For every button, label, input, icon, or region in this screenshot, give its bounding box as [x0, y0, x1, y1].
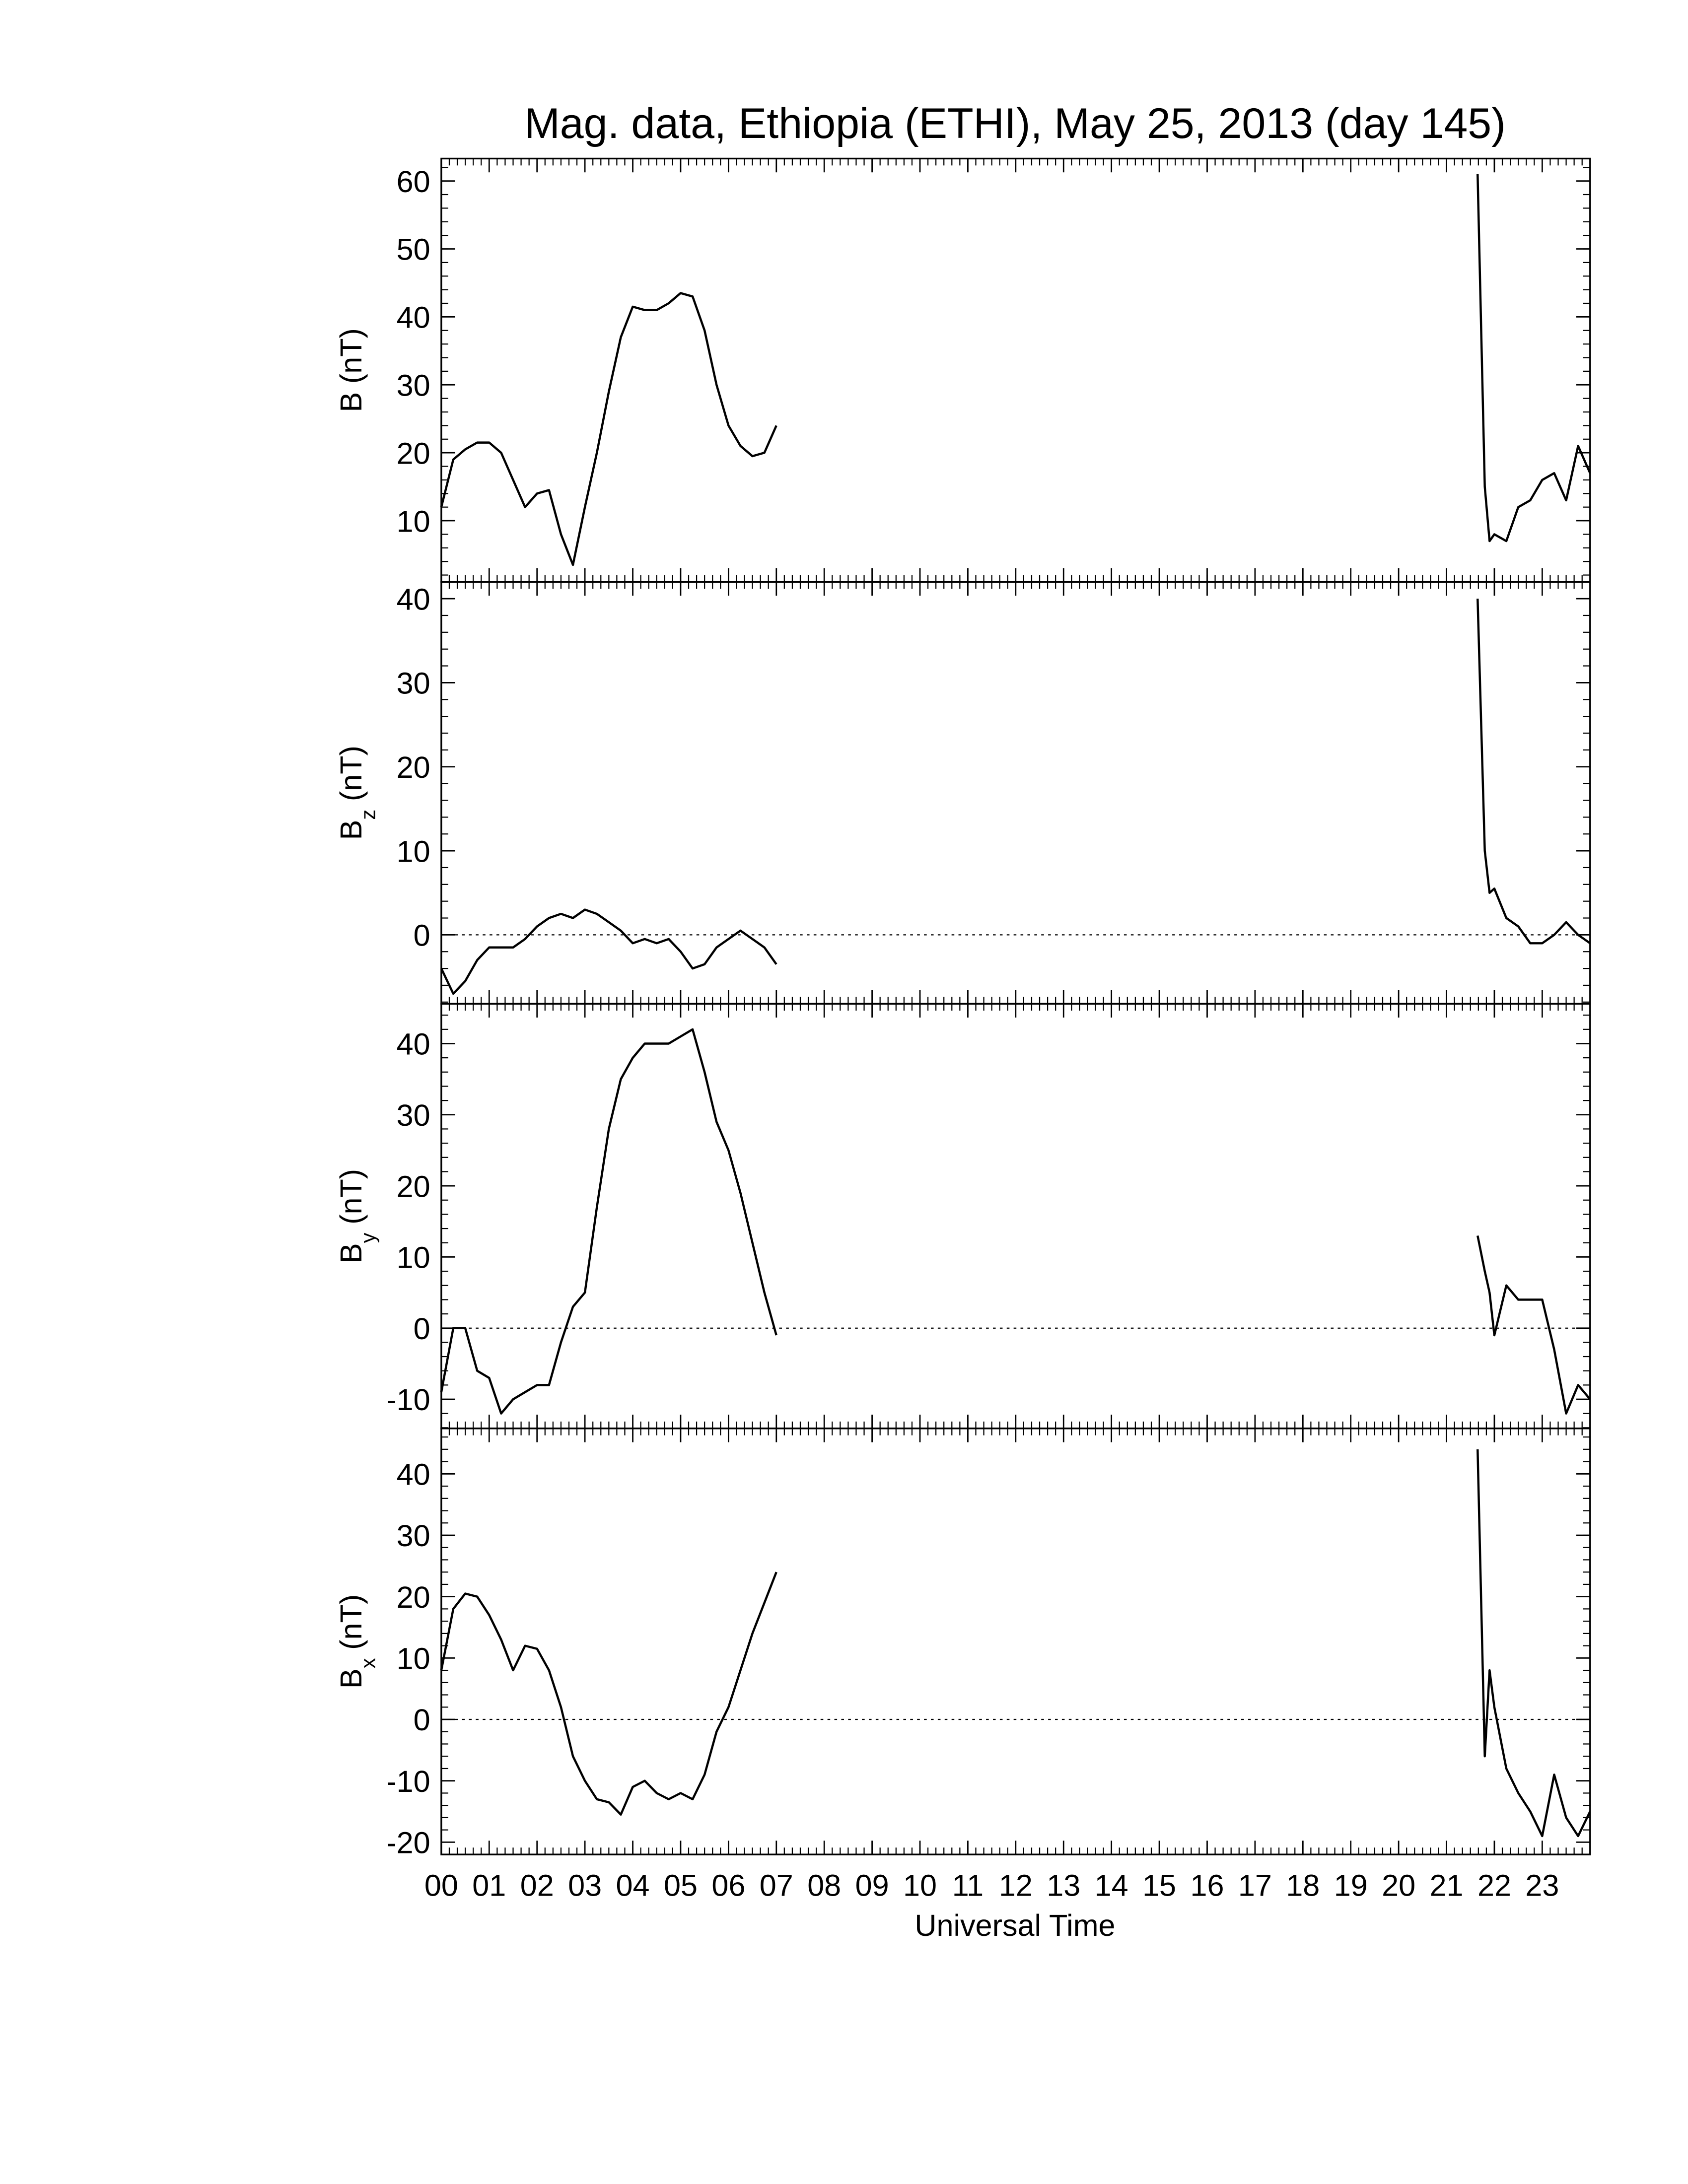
y-tick-label: 50: [397, 233, 430, 267]
y-tick-label: -10: [386, 1765, 430, 1798]
y-tick-label: 40: [397, 1027, 430, 1061]
x-tick-label: 21: [1430, 1868, 1464, 1902]
y-axis-label-main: B: [334, 1243, 368, 1263]
x-tick-label: 05: [664, 1868, 698, 1902]
x-tick-label: 12: [999, 1868, 1033, 1902]
x-tick-label: 06: [711, 1868, 745, 1902]
y-axis-label-sub: y: [356, 1232, 380, 1243]
y-axis-label-unit: (nT): [334, 328, 368, 384]
x-tick-label: 11: [952, 1868, 984, 1902]
x-tick-label: 03: [568, 1868, 602, 1902]
x-tick-label: 14: [1095, 1868, 1128, 1902]
y-tick-label: 30: [397, 368, 430, 402]
y-tick-label: 20: [397, 1580, 430, 1614]
y-tick-label: 30: [397, 1098, 430, 1132]
y-tick-label: 0: [414, 919, 430, 953]
y-axis-label-sub: x: [356, 1658, 380, 1668]
x-tick-label: 16: [1190, 1868, 1224, 1902]
x-tick-label: 07: [760, 1868, 793, 1902]
y-tick-label: 10: [397, 1241, 430, 1275]
y-tick-label: 0: [414, 1312, 430, 1346]
y-tick-label: 20: [397, 1169, 430, 1203]
y-tick-label: 40: [397, 582, 430, 616]
y-tick-label: -10: [386, 1383, 430, 1417]
x-tick-label: 13: [1047, 1868, 1080, 1902]
x-tick-label: 22: [1477, 1868, 1511, 1902]
y-axis-label-main: B: [334, 392, 368, 412]
y-axis-label-unit: (nT): [334, 746, 368, 801]
y-axis-label: B (nT): [334, 328, 368, 412]
y-axis-label: Bz (nT): [334, 746, 380, 840]
x-tick-label: 23: [1525, 1868, 1559, 1902]
x-tick-label: 04: [616, 1868, 650, 1902]
x-tick-label: 17: [1238, 1868, 1272, 1902]
y-tick-label: 10: [397, 1642, 430, 1676]
y-tick-label: 20: [397, 436, 430, 470]
y-tick-label: 30: [397, 1519, 430, 1553]
x-tick-label: 02: [520, 1868, 554, 1902]
data-line: [440, 1028, 1591, 1415]
y-tick-label: 10: [397, 504, 430, 538]
x-tick-label: 18: [1286, 1868, 1320, 1902]
y-tick-label: 40: [397, 1458, 430, 1492]
x-tick-label: 19: [1334, 1868, 1368, 1902]
y-axis-label: By (nT): [334, 1169, 380, 1263]
y-tick-label: 0: [414, 1703, 430, 1737]
x-axis-label: Universal Time: [914, 1909, 1115, 1942]
y-tick-label: 40: [397, 301, 430, 335]
y-axis-label-unit: (nT): [334, 1594, 368, 1650]
x-tick-label: 00: [424, 1868, 458, 1902]
y-axis-label-sub: z: [356, 810, 380, 820]
y-tick-label: 10: [397, 834, 430, 868]
x-tick-label: 10: [903, 1868, 937, 1902]
data-line: [440, 1449, 1591, 1838]
y-axis-label-unit: (nT): [334, 1169, 368, 1225]
x-tick-label: 01: [472, 1868, 506, 1902]
data-line: [440, 599, 1591, 995]
x-tick-label: 20: [1382, 1868, 1415, 1902]
chart-title: Mag. data, Ethiopia (ETHI), May 25, 2013…: [524, 100, 1506, 147]
x-tick-label: 15: [1142, 1868, 1176, 1902]
x-tick-label: 08: [807, 1868, 841, 1902]
y-axis-label: Bx (nT): [334, 1594, 380, 1689]
data-line: [440, 174, 1591, 566]
y-axis-label-main: B: [334, 820, 368, 840]
x-tick-label: 09: [855, 1868, 889, 1902]
y-tick-label: -20: [386, 1826, 430, 1860]
y-tick-label: 30: [397, 667, 430, 700]
y-axis-label-main: B: [334, 1668, 368, 1689]
y-tick-label: 60: [397, 165, 430, 199]
y-tick-label: 20: [397, 751, 430, 784]
